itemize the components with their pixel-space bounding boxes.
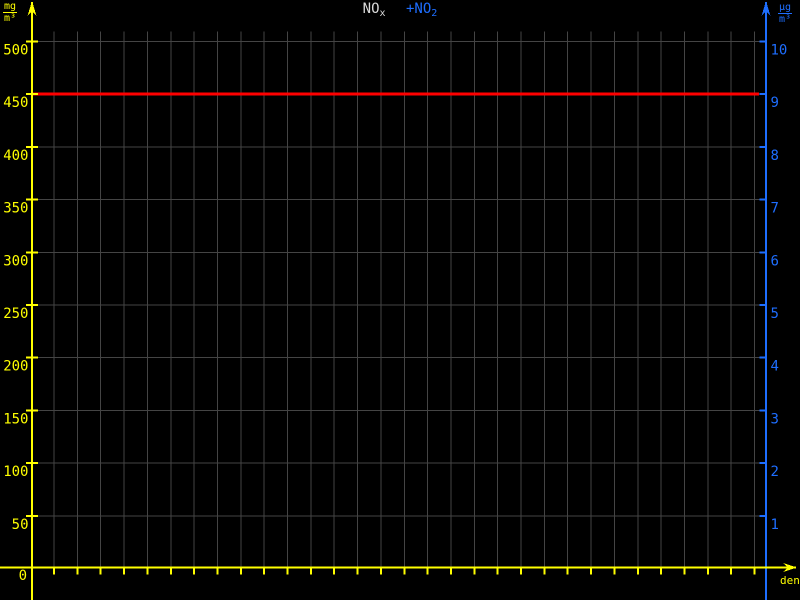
left-axis-tick-label: 300 bbox=[3, 253, 28, 269]
left-axis-tick-label: 50 bbox=[12, 517, 29, 533]
series-label-nox: NOx bbox=[362, 1, 386, 19]
left-axis-arrow bbox=[27, 1, 37, 16]
right-axis-tick-label: 1 bbox=[771, 517, 779, 533]
series-nox-subscript: x bbox=[379, 8, 386, 19]
right-axis-unit: µg m³ bbox=[778, 2, 793, 25]
series-no2-subscript: 2 bbox=[431, 8, 438, 19]
left-axis-tick-label: 450 bbox=[3, 95, 28, 111]
left-axis-unit-denominator: m³ bbox=[4, 13, 17, 24]
left-axis-tick-label: 400 bbox=[3, 148, 28, 164]
x-axis-label: den bbox=[780, 574, 800, 587]
right-axis-tick-label: 9 bbox=[771, 95, 779, 111]
chart-title: NOx +NO2 bbox=[0, 2, 800, 21]
right-axis-tick-label: 5 bbox=[771, 306, 779, 322]
right-axis-tick-label: 3 bbox=[771, 411, 779, 427]
left-axis-unit-numerator: mg bbox=[3, 1, 18, 13]
origin-zero-label: 0 bbox=[18, 568, 27, 584]
right-axis-tick-label: 10 bbox=[771, 43, 788, 59]
left-axis-tick-label: 200 bbox=[3, 359, 28, 375]
series-label-no2: +NO2 bbox=[406, 1, 438, 19]
x-axis-arrow bbox=[783, 563, 797, 572]
right-axis-tick-label: 4 bbox=[771, 359, 779, 375]
right-axis-tick-label: 2 bbox=[771, 464, 779, 480]
right-axis-tick-label: 7 bbox=[771, 201, 779, 217]
left-axis-tick-label: 250 bbox=[3, 306, 28, 322]
series-nox-text: NO bbox=[362, 1, 380, 17]
right-axis-tick-label: 8 bbox=[771, 148, 779, 164]
left-axis-tick-label: 150 bbox=[3, 411, 28, 427]
right-axis-unit-denominator: m³ bbox=[779, 14, 792, 25]
right-axis-unit-numerator: µg bbox=[778, 2, 793, 14]
left-axis-tick-label: 350 bbox=[3, 201, 28, 217]
left-axis-unit: mg m³ bbox=[3, 1, 18, 24]
right-axis-tick-label: 6 bbox=[771, 253, 779, 269]
left-axis-tick-label: 500 bbox=[3, 43, 28, 59]
series-no2-text: +NO bbox=[406, 1, 432, 17]
left-axis-tick-label: 100 bbox=[3, 464, 28, 480]
right-axis-arrow bbox=[761, 1, 771, 16]
